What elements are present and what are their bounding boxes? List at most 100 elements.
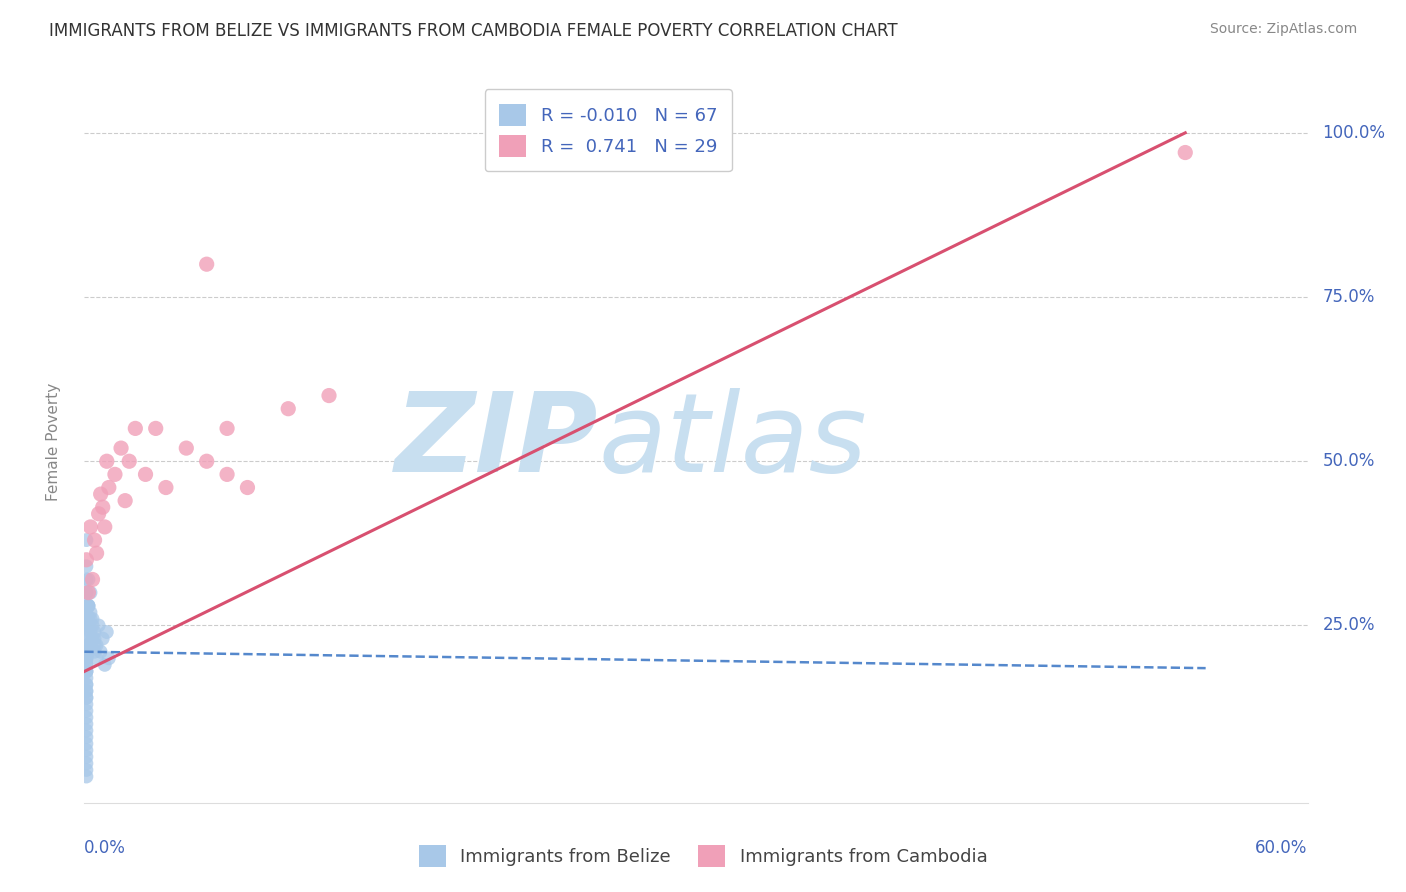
Point: [93, 657, 115, 672]
Point: [75, 657, 97, 672]
Point: [91, 632, 114, 646]
Point: [195, 257, 218, 271]
Point: [90, 645, 112, 659]
Point: [75, 585, 97, 599]
Point: [82, 612, 104, 626]
Point: [77, 599, 100, 613]
Point: [114, 493, 136, 508]
Point: [75, 698, 97, 712]
Point: [277, 401, 299, 416]
Point: [83, 645, 105, 659]
Point: [75, 559, 97, 574]
Point: [77, 573, 100, 587]
Point: [77, 618, 100, 632]
Point: [86, 651, 108, 665]
Point: [75, 671, 97, 685]
Point: [75, 657, 97, 672]
Point: [96, 625, 118, 640]
Point: [83, 625, 105, 640]
Text: 25.0%: 25.0%: [1322, 616, 1375, 634]
Point: [86, 638, 108, 652]
Point: [145, 421, 167, 435]
Point: [82, 618, 104, 632]
Text: atlas: atlas: [598, 388, 866, 495]
Point: [75, 677, 97, 691]
Point: [86, 546, 108, 560]
Point: [236, 481, 259, 495]
Point: [79, 625, 101, 640]
Point: [83, 632, 105, 646]
Point: [124, 421, 146, 435]
Point: [79, 612, 101, 626]
Point: [75, 665, 97, 679]
Text: 100.0%: 100.0%: [1322, 124, 1385, 142]
Text: 50.0%: 50.0%: [1322, 452, 1375, 470]
Point: [75, 737, 97, 751]
Point: [75, 677, 97, 691]
Text: 75.0%: 75.0%: [1322, 288, 1375, 306]
Point: [75, 723, 97, 738]
Point: [75, 632, 97, 646]
Point: [75, 599, 97, 613]
Point: [75, 763, 97, 777]
Point: [96, 454, 118, 468]
Legend: Immigrants from Belize, Immigrants from Cambodia: Immigrants from Belize, Immigrants from …: [412, 838, 994, 874]
Point: [75, 665, 97, 679]
Point: [75, 618, 97, 632]
Point: [93, 520, 115, 534]
Text: Source: ZipAtlas.com: Source: ZipAtlas.com: [1209, 22, 1357, 37]
Point: [75, 612, 97, 626]
Point: [75, 690, 97, 705]
Point: [77, 645, 100, 659]
Point: [75, 690, 97, 705]
Point: [90, 487, 112, 501]
Point: [77, 599, 100, 613]
Point: [318, 388, 340, 402]
Point: [75, 625, 97, 640]
Point: [75, 730, 97, 744]
Point: [75, 684, 97, 698]
Point: [91, 500, 114, 515]
Point: [79, 585, 101, 599]
Point: [110, 441, 132, 455]
Point: [104, 467, 127, 482]
Point: [75, 645, 97, 659]
Point: [174, 441, 197, 455]
Point: [75, 704, 97, 718]
Point: [77, 585, 100, 599]
Point: [97, 651, 120, 665]
Point: [75, 553, 97, 567]
Point: [83, 638, 105, 652]
Point: [155, 481, 177, 495]
Point: [83, 533, 105, 547]
Point: [77, 638, 100, 652]
Text: ZIP: ZIP: [395, 388, 598, 495]
Point: [1174, 145, 1197, 160]
Point: [77, 612, 100, 626]
Point: [97, 481, 120, 495]
Point: [75, 605, 97, 619]
Point: [195, 454, 218, 468]
Point: [217, 467, 239, 482]
Point: [217, 421, 239, 435]
Point: [75, 749, 97, 764]
Point: [75, 533, 97, 547]
Point: [135, 467, 157, 482]
Point: [75, 651, 97, 665]
Text: 0.0%: 0.0%: [84, 838, 127, 857]
Point: [79, 638, 101, 652]
Point: [87, 507, 110, 521]
Legend: R = -0.010   N = 67, R =  0.741   N = 29: R = -0.010 N = 67, R = 0.741 N = 29: [485, 89, 731, 171]
Point: [75, 770, 97, 784]
Point: [75, 651, 97, 665]
Point: [75, 585, 97, 599]
Text: IMMIGRANTS FROM BELIZE VS IMMIGRANTS FROM CAMBODIA FEMALE POVERTY CORRELATION CH: IMMIGRANTS FROM BELIZE VS IMMIGRANTS FRO…: [49, 22, 898, 40]
Point: [75, 665, 97, 679]
Point: [75, 717, 97, 731]
Point: [75, 684, 97, 698]
Point: [75, 743, 97, 757]
Point: [87, 618, 110, 632]
Point: [75, 756, 97, 771]
Point: [75, 710, 97, 724]
Point: [77, 599, 100, 613]
